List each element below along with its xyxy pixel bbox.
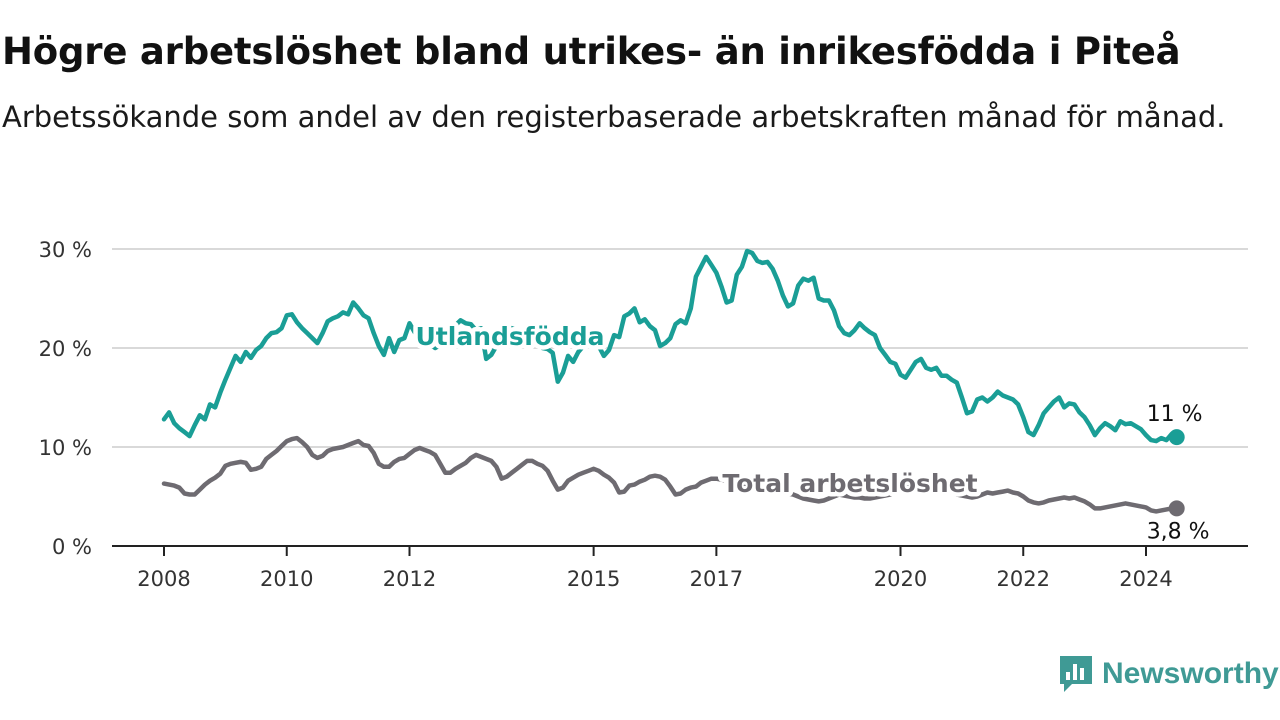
end-value-label: 3,8 % xyxy=(1147,519,1210,544)
end-value-halo: 3,8 % xyxy=(1147,519,1210,544)
series-lines xyxy=(161,248,1185,517)
series-line xyxy=(161,435,1179,514)
x-tick-label: 2022 xyxy=(997,567,1050,591)
series-label: Total arbetslöshet xyxy=(722,469,977,498)
x-tick-label: 2020 xyxy=(874,567,927,591)
x-tick-label: 2015 xyxy=(567,567,620,591)
x-tick-label: 2017 xyxy=(690,567,743,591)
chart-subtitle: Arbetssökande som andel av den registerb… xyxy=(2,100,1226,134)
series-label: Utlandsfödda xyxy=(416,322,605,351)
series-label-halo: Total arbetslöshet xyxy=(722,469,977,498)
brand-name: Newsworthy xyxy=(1102,657,1279,690)
y-tick-label: 0 % xyxy=(52,535,92,559)
series-label-halo: Utlandsfödda xyxy=(416,322,605,351)
end-point xyxy=(1168,429,1185,446)
x-tick-label: 2012 xyxy=(383,567,436,591)
y-axis: 0 % 10 % 20 % 30 % xyxy=(39,238,92,559)
bar-chart-bubble-icon xyxy=(1060,656,1092,692)
end-point xyxy=(1168,500,1185,517)
end-value-label: 11 % xyxy=(1147,402,1203,427)
x-axis: 2008 2010 2012 2015 2017 2020 2022 2024 xyxy=(112,545,1248,591)
x-tick-label: 2010 xyxy=(260,567,313,591)
end-value-halo: 11 % xyxy=(1147,402,1203,427)
y-tick-label: 10 % xyxy=(39,436,92,460)
x-tick-label: 2008 xyxy=(137,567,190,591)
grid-lines xyxy=(112,248,1248,448)
chart-title: Högre arbetslöshet bland utrikes- än inr… xyxy=(2,30,1181,73)
y-tick-label: 20 % xyxy=(39,337,92,361)
series-line xyxy=(161,248,1179,444)
newsworthy-logo: Newsworthy xyxy=(1058,654,1279,694)
y-tick-label: 30 % xyxy=(39,238,92,262)
x-tick-label: 2024 xyxy=(1119,567,1172,591)
